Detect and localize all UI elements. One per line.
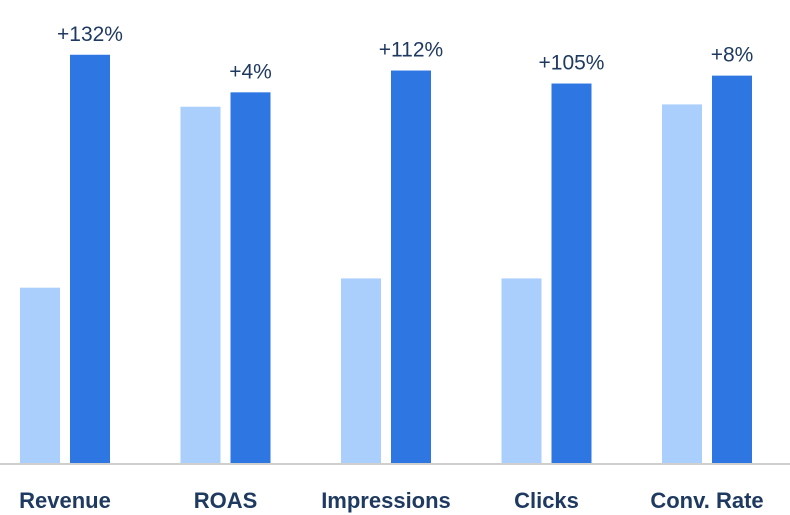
bar-roas-after xyxy=(230,92,271,464)
change-label-clicks: +105% xyxy=(539,52,605,75)
change-label-impressions: +112% xyxy=(379,39,443,62)
bar-conv-rate-before xyxy=(662,104,702,465)
change-labels-group: +132% +4% +112% +105% +8% xyxy=(57,23,753,84)
bar-conv-rate-after xyxy=(712,75,752,465)
bar-impressions-after xyxy=(391,70,431,464)
category-label-conv-rate: Conv. Rate xyxy=(650,488,763,513)
bar-clicks-before xyxy=(501,278,542,464)
bar-revenue-before xyxy=(20,287,60,464)
bar-revenue-after xyxy=(70,54,110,464)
change-label-revenue: +132% xyxy=(57,23,123,46)
category-label-impressions: Impressions xyxy=(321,488,451,513)
category-label-clicks: Clicks xyxy=(514,488,579,513)
bar-roas-before xyxy=(180,106,221,464)
category-label-roas: ROAS xyxy=(194,488,258,513)
change-label-roas: +4% xyxy=(229,60,272,83)
change-label-conv-rate: +8% xyxy=(711,44,754,67)
bar-impressions-before xyxy=(341,278,381,464)
category-labels-group: Revenue ROAS Impressions Clicks Conv. Rate xyxy=(19,488,764,513)
bars-group xyxy=(20,54,752,465)
bar-clicks-after xyxy=(551,83,592,465)
category-label-revenue: Revenue xyxy=(19,488,111,513)
